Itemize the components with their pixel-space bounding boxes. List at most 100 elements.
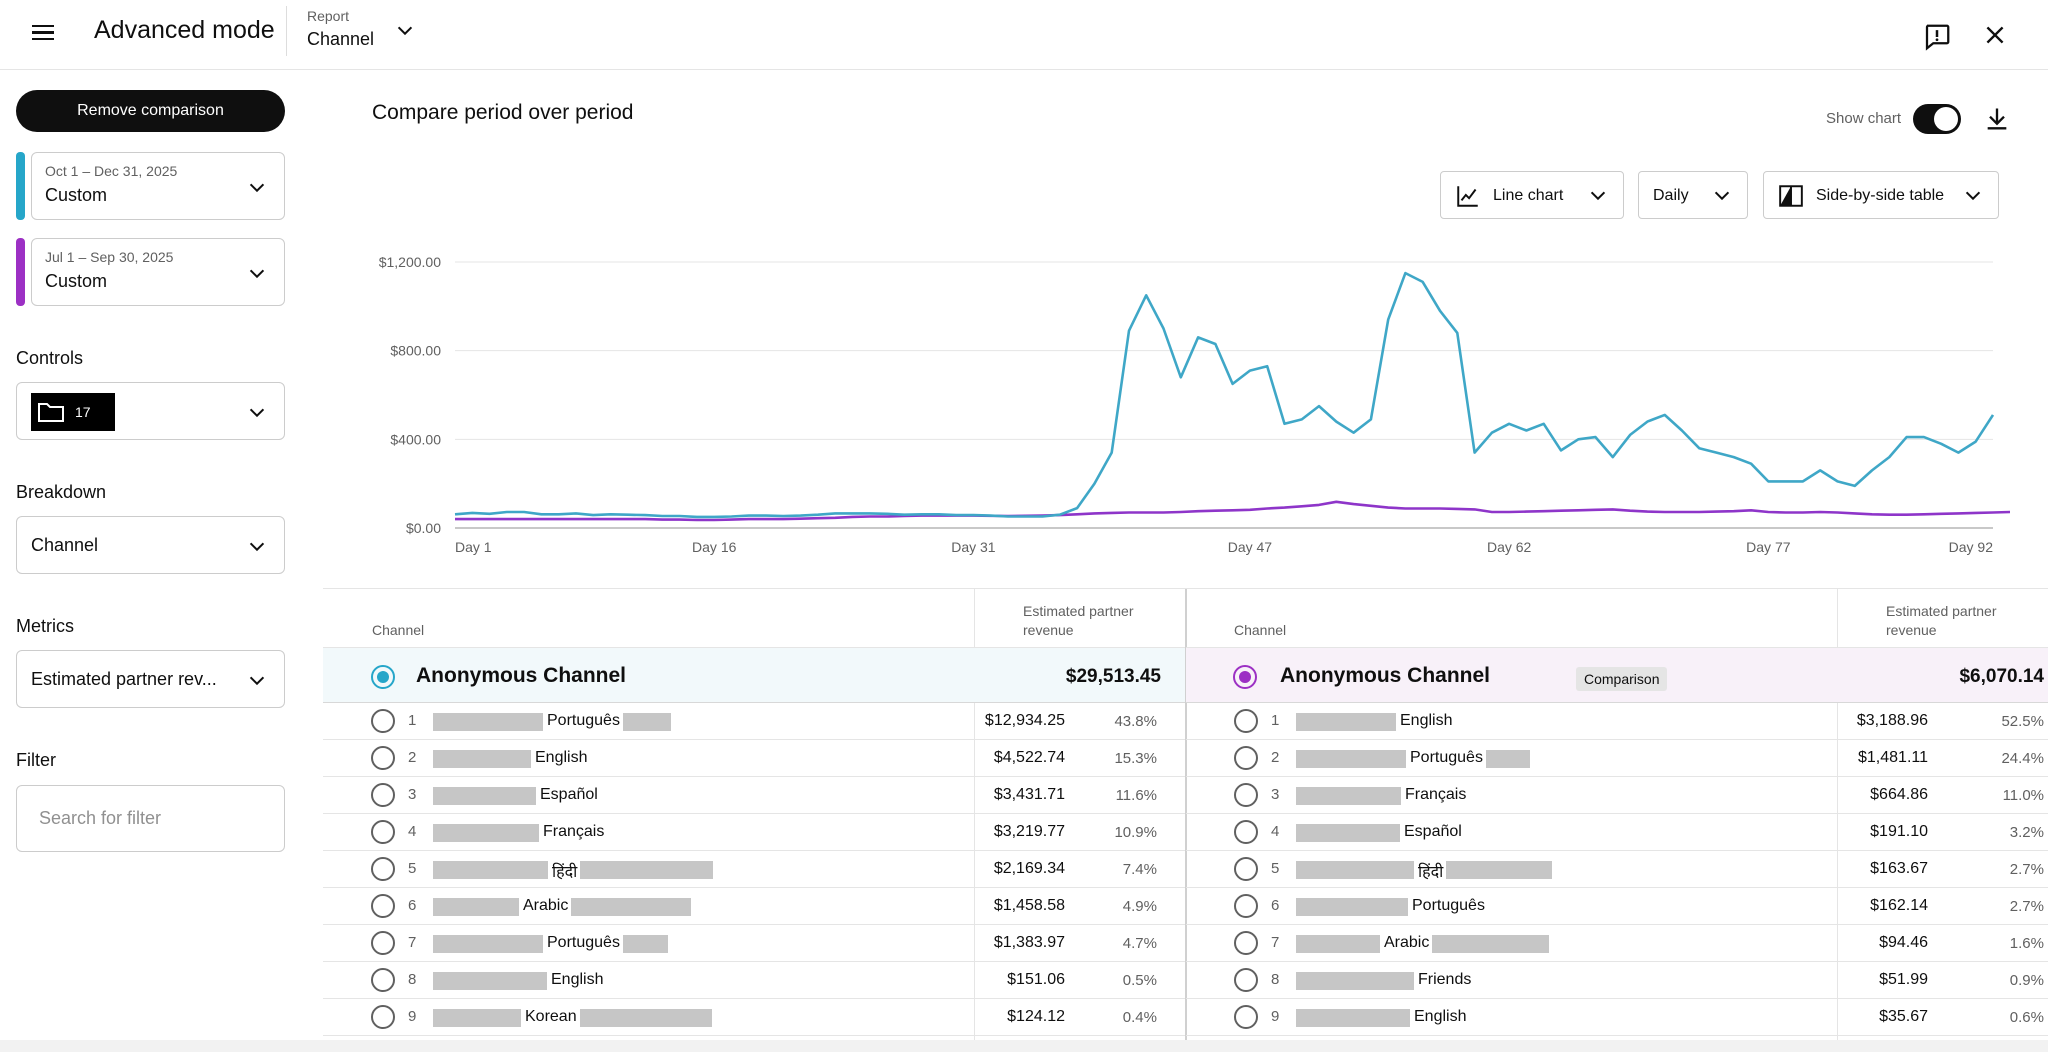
table-row[interactable]: 4 Français $3,219.77 10.9%: [323, 814, 1185, 851]
table-row[interactable]: 6 Arabic $1,458.58 4.9%: [323, 888, 1185, 925]
row-radio[interactable]: [1234, 931, 1258, 955]
row-radio[interactable]: [1234, 783, 1258, 807]
chevron-down-icon[interactable]: [246, 536, 268, 558]
row-percent: 4.9%: [1122, 898, 1157, 915]
table-row[interactable]: 3 Español $3,431.71 11.6%: [323, 777, 1185, 814]
chevron-down-icon[interactable]: [246, 263, 268, 285]
controls-chip[interactable]: 17: [31, 393, 115, 431]
row-language: English: [551, 971, 604, 988]
toggle-knob: [1934, 107, 1958, 131]
row-radio[interactable]: [371, 783, 395, 807]
chart-type-select[interactable]: Line chart: [1440, 171, 1624, 219]
row-radio[interactable]: [371, 968, 395, 992]
chevron-down-icon[interactable]: [1587, 185, 1609, 207]
redacted-block: [1296, 861, 1414, 879]
table-row[interactable]: 9 Korean $124.12 0.4%: [323, 999, 1185, 1036]
compare-total-radio[interactable]: [1233, 665, 1257, 689]
row-percent: 7.4%: [1122, 861, 1157, 878]
row-radio[interactable]: [1234, 894, 1258, 918]
table-row[interactable]: 1 Português $12,934.25 43.8%: [323, 703, 1185, 740]
table-row[interactable]: 8 English $151.06 0.5%: [323, 962, 1185, 999]
row-percent: 1.6%: [2009, 935, 2044, 952]
row-radio[interactable]: [371, 746, 395, 770]
row-rank: 3: [1271, 786, 1280, 803]
compare-period-selector[interactable]: Jul 1 – Sep 30, 2025 Custom: [16, 238, 285, 306]
row-radio[interactable]: [1234, 857, 1258, 881]
table-row[interactable]: 6 Português $162.14 2.7%: [1186, 888, 2048, 925]
redacted-block: [623, 935, 668, 953]
row-radio[interactable]: [371, 931, 395, 955]
table-row[interactable]: 7 Arabic $94.46 1.6%: [1186, 925, 2048, 962]
compare-period-box[interactable]: Jul 1 – Sep 30, 2025 Custom: [31, 238, 285, 306]
row-radio[interactable]: [371, 894, 395, 918]
show-chart-toggle[interactable]: [1913, 104, 1961, 134]
row-amount: $664.86: [1870, 786, 1928, 803]
row-rank: 8: [1271, 971, 1280, 988]
row-language: English: [535, 749, 588, 766]
table-row[interactable]: 3 Français $664.86 11.0%: [1186, 777, 2048, 814]
row-radio[interactable]: [1234, 820, 1258, 844]
table-row[interactable]: 1 English $3,188.96 52.5%: [1186, 703, 2048, 740]
row-radio[interactable]: [371, 1005, 395, 1029]
row-language: Português: [547, 934, 620, 951]
redacted-block: [433, 824, 539, 842]
close-icon[interactable]: [1982, 22, 2008, 48]
breakdown-select[interactable]: Channel: [16, 516, 285, 574]
redacted-block: [1432, 935, 1549, 953]
feedback-icon[interactable]: [1922, 22, 1952, 52]
primary-total-row[interactable]: Anonymous Channel $29,513.45: [323, 647, 1185, 703]
download-icon[interactable]: [1983, 105, 2011, 133]
table-row[interactable]: 9 English $35.67 0.6%: [1186, 999, 2048, 1036]
row-percent: 2.7%: [2009, 861, 2044, 878]
granularity-select[interactable]: Daily: [1638, 171, 1748, 219]
primary-period-selector[interactable]: Oct 1 – Dec 31, 2025 Custom: [16, 152, 285, 220]
controls-label: Controls: [16, 348, 84, 368]
compare-total-row[interactable]: Anonymous Channel Comparison $6,070.14: [1186, 647, 2048, 703]
row-rank: 4: [1271, 823, 1280, 840]
primary-period-box[interactable]: Oct 1 – Dec 31, 2025 Custom: [31, 152, 285, 220]
redacted-block: [433, 787, 536, 805]
row-radio[interactable]: [371, 709, 395, 733]
table-row[interactable]: 8 Friends $51.99 0.9%: [1186, 962, 2048, 999]
row-radio[interactable]: [1234, 1005, 1258, 1029]
chevron-down-icon[interactable]: [246, 402, 268, 424]
table-mode-select[interactable]: Side-by-side table: [1763, 171, 1999, 219]
revenue-column-header[interactable]: Estimated partner revenue: [1023, 602, 1134, 640]
chevron-down-icon[interactable]: [394, 20, 416, 42]
table-row[interactable]: 2 English $4,522.74 15.3%: [323, 740, 1185, 777]
menu-icon[interactable]: [30, 21, 56, 43]
row-percent: 11.0%: [2002, 787, 2044, 804]
primary-total-radio[interactable]: [371, 665, 395, 689]
filter-search-input[interactable]: [16, 785, 285, 852]
revenue-column-header[interactable]: Estimated partner revenue: [1886, 602, 1997, 640]
table-row[interactable]: 4 Español $191.10 3.2%: [1186, 814, 2048, 851]
report-selector[interactable]: Report Channel: [307, 8, 374, 50]
row-amount: $2,169.34: [993, 860, 1065, 877]
row-language: English: [1400, 712, 1453, 729]
row-radio[interactable]: [1234, 709, 1258, 733]
row-radio[interactable]: [371, 857, 395, 881]
chevron-down-icon[interactable]: [1962, 185, 1984, 207]
row-rank: 6: [1271, 897, 1280, 914]
chevron-down-icon[interactable]: [246, 670, 268, 692]
channel-column-header[interactable]: Channel: [372, 622, 425, 638]
x-tick-label: Day 47: [1228, 539, 1273, 555]
redacted-block: [1296, 824, 1400, 842]
table-row[interactable]: 5 हिंदी $163.67 2.7%: [1186, 851, 2048, 888]
remove-comparison-button[interactable]: Remove comparison: [16, 90, 285, 132]
table-row[interactable]: 2 Português $1,481.11 24.4%: [1186, 740, 2048, 777]
table-row[interactable]: 7 Português $1,383.97 4.7%: [323, 925, 1185, 962]
row-amount: $163.67: [1870, 860, 1928, 877]
x-tick-label: Day 1: [455, 539, 492, 555]
controls-select[interactable]: 17: [16, 382, 285, 440]
channel-column-header[interactable]: Channel: [1234, 622, 1287, 638]
metrics-select[interactable]: Estimated partner rev...: [16, 650, 285, 708]
row-radio[interactable]: [1234, 968, 1258, 992]
row-radio[interactable]: [371, 820, 395, 844]
row-amount: $3,188.96: [1856, 712, 1928, 729]
chevron-down-icon[interactable]: [1711, 185, 1733, 207]
chevron-down-icon[interactable]: [246, 177, 268, 199]
table-row[interactable]: 5 हिंदी $2,169.34 7.4%: [323, 851, 1185, 888]
chart-type-value: Line chart: [1493, 187, 1564, 204]
row-radio[interactable]: [1234, 746, 1258, 770]
